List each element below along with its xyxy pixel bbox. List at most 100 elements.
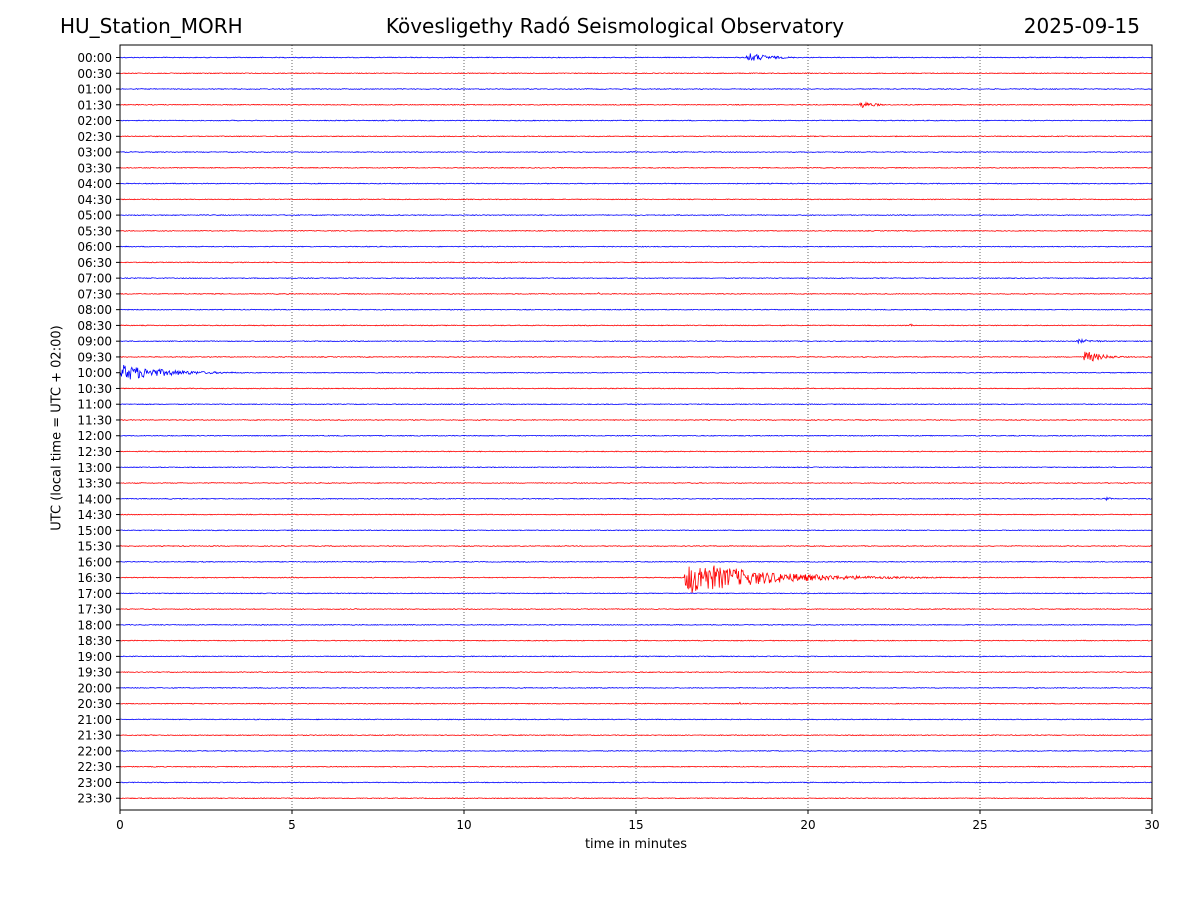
y-tick-label: 20:00	[77, 681, 112, 695]
trace-0130	[119, 101, 1152, 108]
x-tick-label: 25	[972, 818, 987, 832]
chart-date: 2025-09-15	[1023, 14, 1140, 38]
y-tick-label: 02:00	[77, 114, 112, 128]
y-tick-label: 02:30	[77, 130, 112, 144]
trace-1030	[119, 387, 1153, 390]
trace-2200	[119, 750, 1153, 752]
trace-1100	[119, 403, 1153, 406]
trace-0830	[119, 323, 1153, 327]
y-tick-label: 00:30	[77, 67, 112, 81]
trace-0200	[119, 119, 1153, 122]
y-tick-label: 01:00	[77, 83, 112, 97]
y-tick-label: 10:30	[77, 382, 112, 396]
trace-0230	[119, 135, 1153, 138]
trace-0400	[119, 182, 1153, 185]
trace-1230	[119, 450, 1153, 453]
trace-2330	[119, 797, 1153, 800]
y-tick-label: 08:00	[77, 303, 112, 317]
y-tick-label: 23:30	[77, 792, 112, 806]
trace-0600	[119, 245, 1153, 248]
trace-2230	[119, 765, 1152, 768]
trace-1630	[120, 565, 1153, 594]
trace-0730	[119, 292, 1153, 295]
y-tick-label: 15:30	[77, 540, 112, 554]
y-tick-label: 14:30	[77, 508, 112, 522]
trace-1130	[119, 419, 1153, 421]
trace-0900	[119, 338, 1153, 345]
trace-1700	[119, 592, 1153, 595]
trace-2130	[119, 734, 1153, 737]
y-tick-label: 23:00	[77, 776, 112, 790]
y-tick-label: 14:00	[77, 492, 112, 506]
x-tick-label: 30	[1144, 818, 1159, 832]
trace-1300	[120, 466, 1153, 469]
x-tick-label: 10	[456, 818, 471, 832]
y-axis-label: UTC (local time = UTC + 02:00)	[49, 325, 65, 531]
y-tick-label: 22:00	[77, 744, 112, 758]
y-tick-label: 17:00	[77, 587, 112, 601]
trace-0030	[119, 72, 1152, 75]
y-tick-label: 06:00	[77, 240, 112, 254]
y-tick-label: 21:30	[77, 729, 112, 743]
trace-2300	[119, 781, 1153, 784]
x-tick-label: 5	[288, 818, 296, 832]
y-tick-label: 08:30	[77, 319, 112, 333]
x-tick-label: 0	[116, 818, 124, 832]
trace-1530	[119, 545, 1153, 547]
chart-title: Kövesligethy Radó Seismological Observat…	[385, 14, 845, 38]
y-tick-label: 03:30	[77, 161, 112, 175]
trace-1900	[119, 655, 1153, 658]
y-tick-label: 13:00	[77, 461, 112, 475]
y-tick-label: 09:00	[77, 335, 112, 349]
trace-1200	[119, 434, 1153, 437]
y-tick-label: 04:30	[77, 193, 112, 207]
trace-2000	[119, 686, 1153, 689]
trace-0000	[119, 53, 1152, 61]
x-axis: 0 5 10 15 20 25 30	[116, 810, 1160, 832]
trace-2100	[119, 718, 1153, 721]
y-tick-label: 04:00	[77, 177, 112, 191]
y-tick-label: 10:00	[77, 366, 112, 380]
trace-1000	[119, 364, 1153, 380]
y-tick-label: 20:30	[77, 697, 112, 711]
trace-0530	[119, 229, 1153, 232]
trace-1500	[119, 529, 1152, 532]
y-tick-label: 07:30	[77, 287, 112, 301]
station-name: HU_Station_MORH	[60, 14, 243, 38]
y-tick-label: 12:00	[77, 429, 112, 443]
y-tick-label: 07:00	[77, 272, 112, 286]
y-tick-label: 05:30	[77, 224, 112, 238]
trace-1400	[119, 496, 1153, 502]
trace-1430	[119, 513, 1153, 516]
y-tick-label: 18:00	[77, 618, 112, 632]
trace-2030	[120, 701, 1153, 705]
trace-1930	[120, 671, 1153, 674]
y-tick-label: 12:30	[77, 445, 112, 459]
y-tick-label: 03:00	[77, 146, 112, 160]
trace-0330	[119, 166, 1153, 169]
y-tick-label: 15:00	[77, 524, 112, 538]
x-tick-label: 20	[800, 818, 815, 832]
x-tick-label: 15	[628, 818, 643, 832]
y-tick-label: 16:30	[77, 571, 112, 585]
trace-0500	[119, 214, 1153, 217]
y-tick-label: 05:00	[77, 209, 112, 223]
trace-0800	[119, 308, 1152, 311]
y-tick-label: 00:00	[77, 51, 112, 65]
trace-0930	[119, 351, 1153, 362]
trace-1330	[120, 482, 1153, 484]
y-tick-label: 11:30	[77, 413, 112, 427]
y-tick-label: 21:00	[77, 713, 112, 727]
y-tick-label: 17:30	[77, 603, 112, 617]
y-tick-label: 19:00	[77, 650, 112, 664]
y-tick-label: 18:30	[77, 634, 112, 648]
trace-0700	[119, 277, 1153, 280]
trace-0430	[119, 198, 1153, 201]
y-tick-label: 16:00	[77, 555, 112, 569]
y-tick-label: 01:30	[77, 98, 112, 112]
y-tick-label: 13:30	[77, 477, 112, 491]
trace-1800	[119, 623, 1153, 626]
trace-1600	[119, 560, 1153, 563]
